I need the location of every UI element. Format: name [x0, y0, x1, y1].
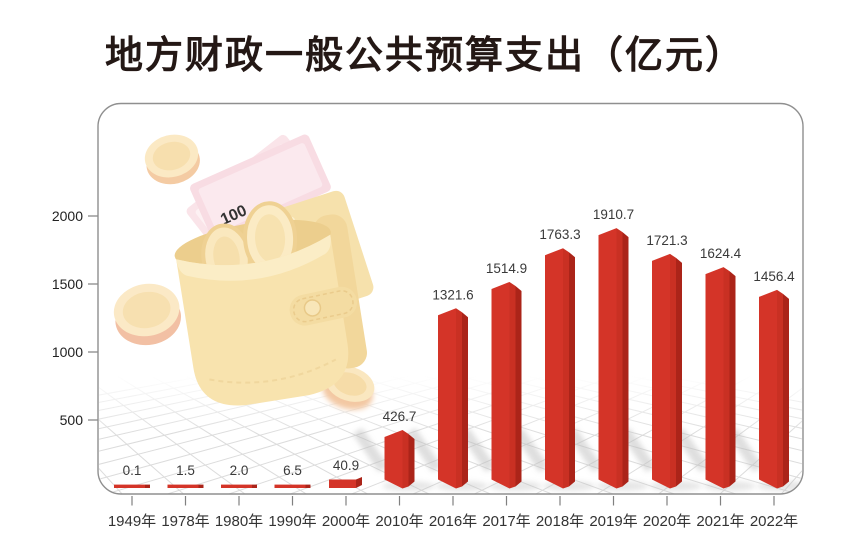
x-tick-label: 2020年 [643, 513, 691, 530]
plot-frame [97, 102, 804, 495]
x-tick-label: 2000年 [322, 513, 370, 530]
bar-cast-shadow [566, 427, 603, 473]
x-tick-label: 2019年 [589, 513, 637, 530]
page-title: 地方财政一般公共预算支出（亿元） [104, 35, 745, 77]
y-tick-label: 1000 [52, 344, 83, 360]
bar-1980年 [221, 484, 252, 488]
bar-value-label: 1456.4 [753, 269, 795, 284]
bar-mid-face [509, 281, 516, 489]
y-tick-label: 1500 [52, 276, 83, 292]
bar-mid-face [402, 429, 409, 489]
bar-side-face [198, 484, 204, 488]
x-tick-label: 2021年 [696, 513, 744, 530]
bar-1978年 [167, 484, 199, 488]
bar-value-label: 1321.6 [432, 287, 473, 302]
bar-1949年 [114, 484, 145, 488]
bar-side-face [408, 433, 415, 487]
y-tick-label: 2000 [52, 208, 83, 224]
bar-cast-shadow [727, 427, 763, 473]
bar-value-label: 40.9 [333, 458, 359, 473]
bar-side-face [252, 484, 257, 488]
x-tick-label: 2010年 [375, 513, 423, 530]
banknote-icon: 100 [190, 134, 331, 241]
bar-2016年 [438, 308, 456, 489]
bar-cast-shadow [406, 427, 442, 473]
bar-side-face [729, 271, 736, 487]
bar-mid-face [670, 253, 676, 489]
bar-value-label: 6.5 [283, 463, 302, 478]
x-tick-label: 2018年 [536, 513, 584, 530]
wallet-strap [289, 286, 357, 326]
coin-icon [113, 283, 182, 346]
bar-2017年 [491, 281, 510, 489]
x-tick-label: 1980年 [215, 513, 263, 530]
bar-value-label: 1721.3 [646, 233, 687, 248]
bar-cast-shadow [673, 427, 710, 473]
axes: 500 1000 1500 2000 1949年 1978年 1980年 1990年 2000年… [52, 208, 798, 530]
bar-side-face [145, 484, 150, 488]
bar-mid-face [563, 248, 569, 489]
bar-shadows [352, 427, 802, 491]
bars: 0.1 1.5 2.0 6.5 40.9 426.7 1321.6 1514.9 1763.3 1… [114, 207, 795, 489]
bar-side-face [569, 252, 575, 487]
bar-side-face [622, 232, 629, 487]
x-tick-label: 2022年 [750, 513, 798, 530]
x-tick-label: 1949年 [108, 513, 156, 530]
bar-mid-face [616, 228, 623, 489]
bar-side-face [305, 484, 311, 488]
grid-line [812, 228, 850, 540]
x-tick-label: 1978年 [161, 513, 209, 530]
bar-mid-face [456, 308, 462, 489]
bar-2018年 [545, 248, 563, 489]
bar-cast-shadow [620, 427, 656, 473]
bar-2021年 [705, 267, 724, 489]
bar-1990年 [274, 484, 306, 488]
bar-value-label: 1624.4 [700, 246, 742, 261]
bar-side-face [783, 293, 789, 487]
x-tick-label: 2017年 [482, 513, 530, 530]
bar-value-label: 1.5 [176, 463, 195, 478]
grid-line [0, 228, 92, 540]
bar-2000年 [329, 479, 356, 488]
bar-value-label: 2.0 [230, 463, 249, 478]
y-tick-label: 500 [60, 412, 84, 428]
bar-cast-shadow [513, 427, 549, 473]
bar-2010年 [384, 429, 403, 489]
bar-side-face [515, 285, 522, 487]
bar-mid-face [723, 267, 730, 489]
coin-icon [144, 134, 200, 185]
bar-value-label: 1514.9 [486, 261, 527, 276]
bar-2022年 [759, 289, 777, 489]
wallet-body [174, 201, 367, 406]
bar-2020年 [652, 253, 670, 489]
bar-cast-shadow [352, 427, 389, 473]
bar-2019年 [598, 228, 617, 489]
wallet-illustration: 100 100 [113, 134, 375, 410]
grid-line [0, 228, 20, 540]
bar-value-label: 426.7 [383, 409, 417, 424]
x-tick-label: 1990年 [268, 513, 316, 530]
bar-side-face [462, 312, 468, 487]
bar-side-face [676, 257, 682, 487]
bar-cast-shadow [459, 427, 496, 473]
x-tick-label: 2016年 [429, 513, 477, 530]
bar-mid-face [777, 289, 783, 489]
bar-value-label: 1763.3 [539, 227, 580, 242]
bar-value-label: 0.1 [123, 463, 142, 478]
bar-value-label: 1910.7 [593, 207, 634, 222]
bar-side-face [356, 477, 362, 488]
